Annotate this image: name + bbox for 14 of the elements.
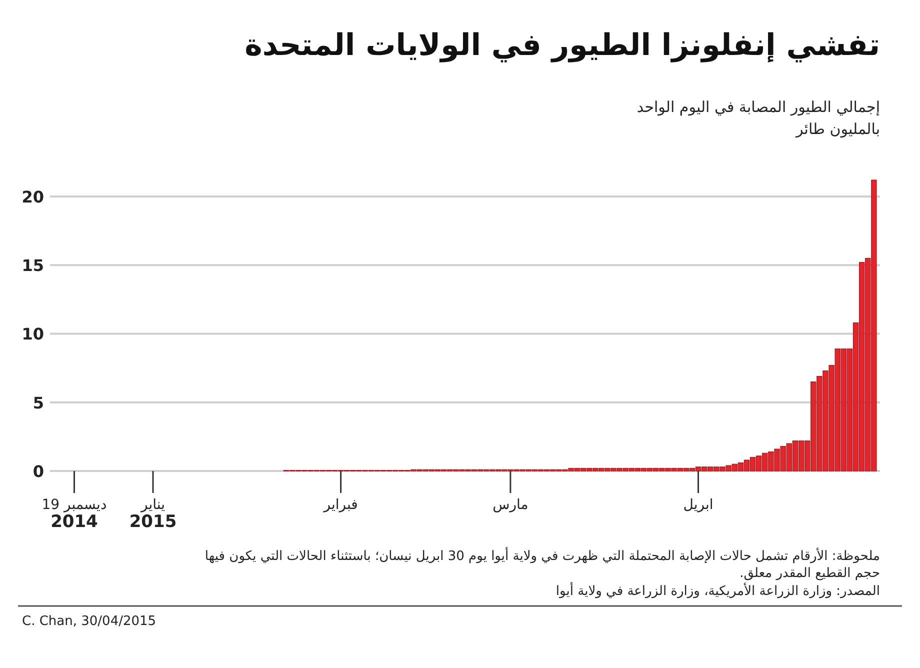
y-tick-label: 0 (32, 462, 44, 481)
y-axis-title: بالمليون طائر (796, 120, 880, 138)
x-tick-label: فبراير (322, 497, 358, 513)
chart-title: تفشي إنفلونزا الطيور في الولايات المتحدة (244, 28, 880, 63)
y-tick-label: 10 (22, 324, 44, 344)
y-tick-label: 15 (22, 256, 44, 276)
chart-subtitle: إجمالي الطيور المصابة في اليوم الواحد (636, 98, 880, 116)
text: C. Chan, 30/04/2015 (22, 614, 156, 629)
x-tick-label: ابريل (683, 497, 714, 513)
y-tick-label: 20 (22, 187, 44, 206)
text: المصدر: وزارة الزراعة الأمريكية، وزارة الزراعة في ولاية أيوا (556, 584, 880, 599)
y-tick-label: 5 (32, 393, 44, 412)
text: ملحوظة: الأرقام تشمل حالات الإصابة المحتملة التي ظهرت في ولاية أيوا يوم 30 ابريل نيسان؛ باستثناء الحالات التي يكون فيها حجم القطيع المقدر معلق. (204, 548, 880, 582)
x-tick-label: مارس (492, 497, 528, 513)
